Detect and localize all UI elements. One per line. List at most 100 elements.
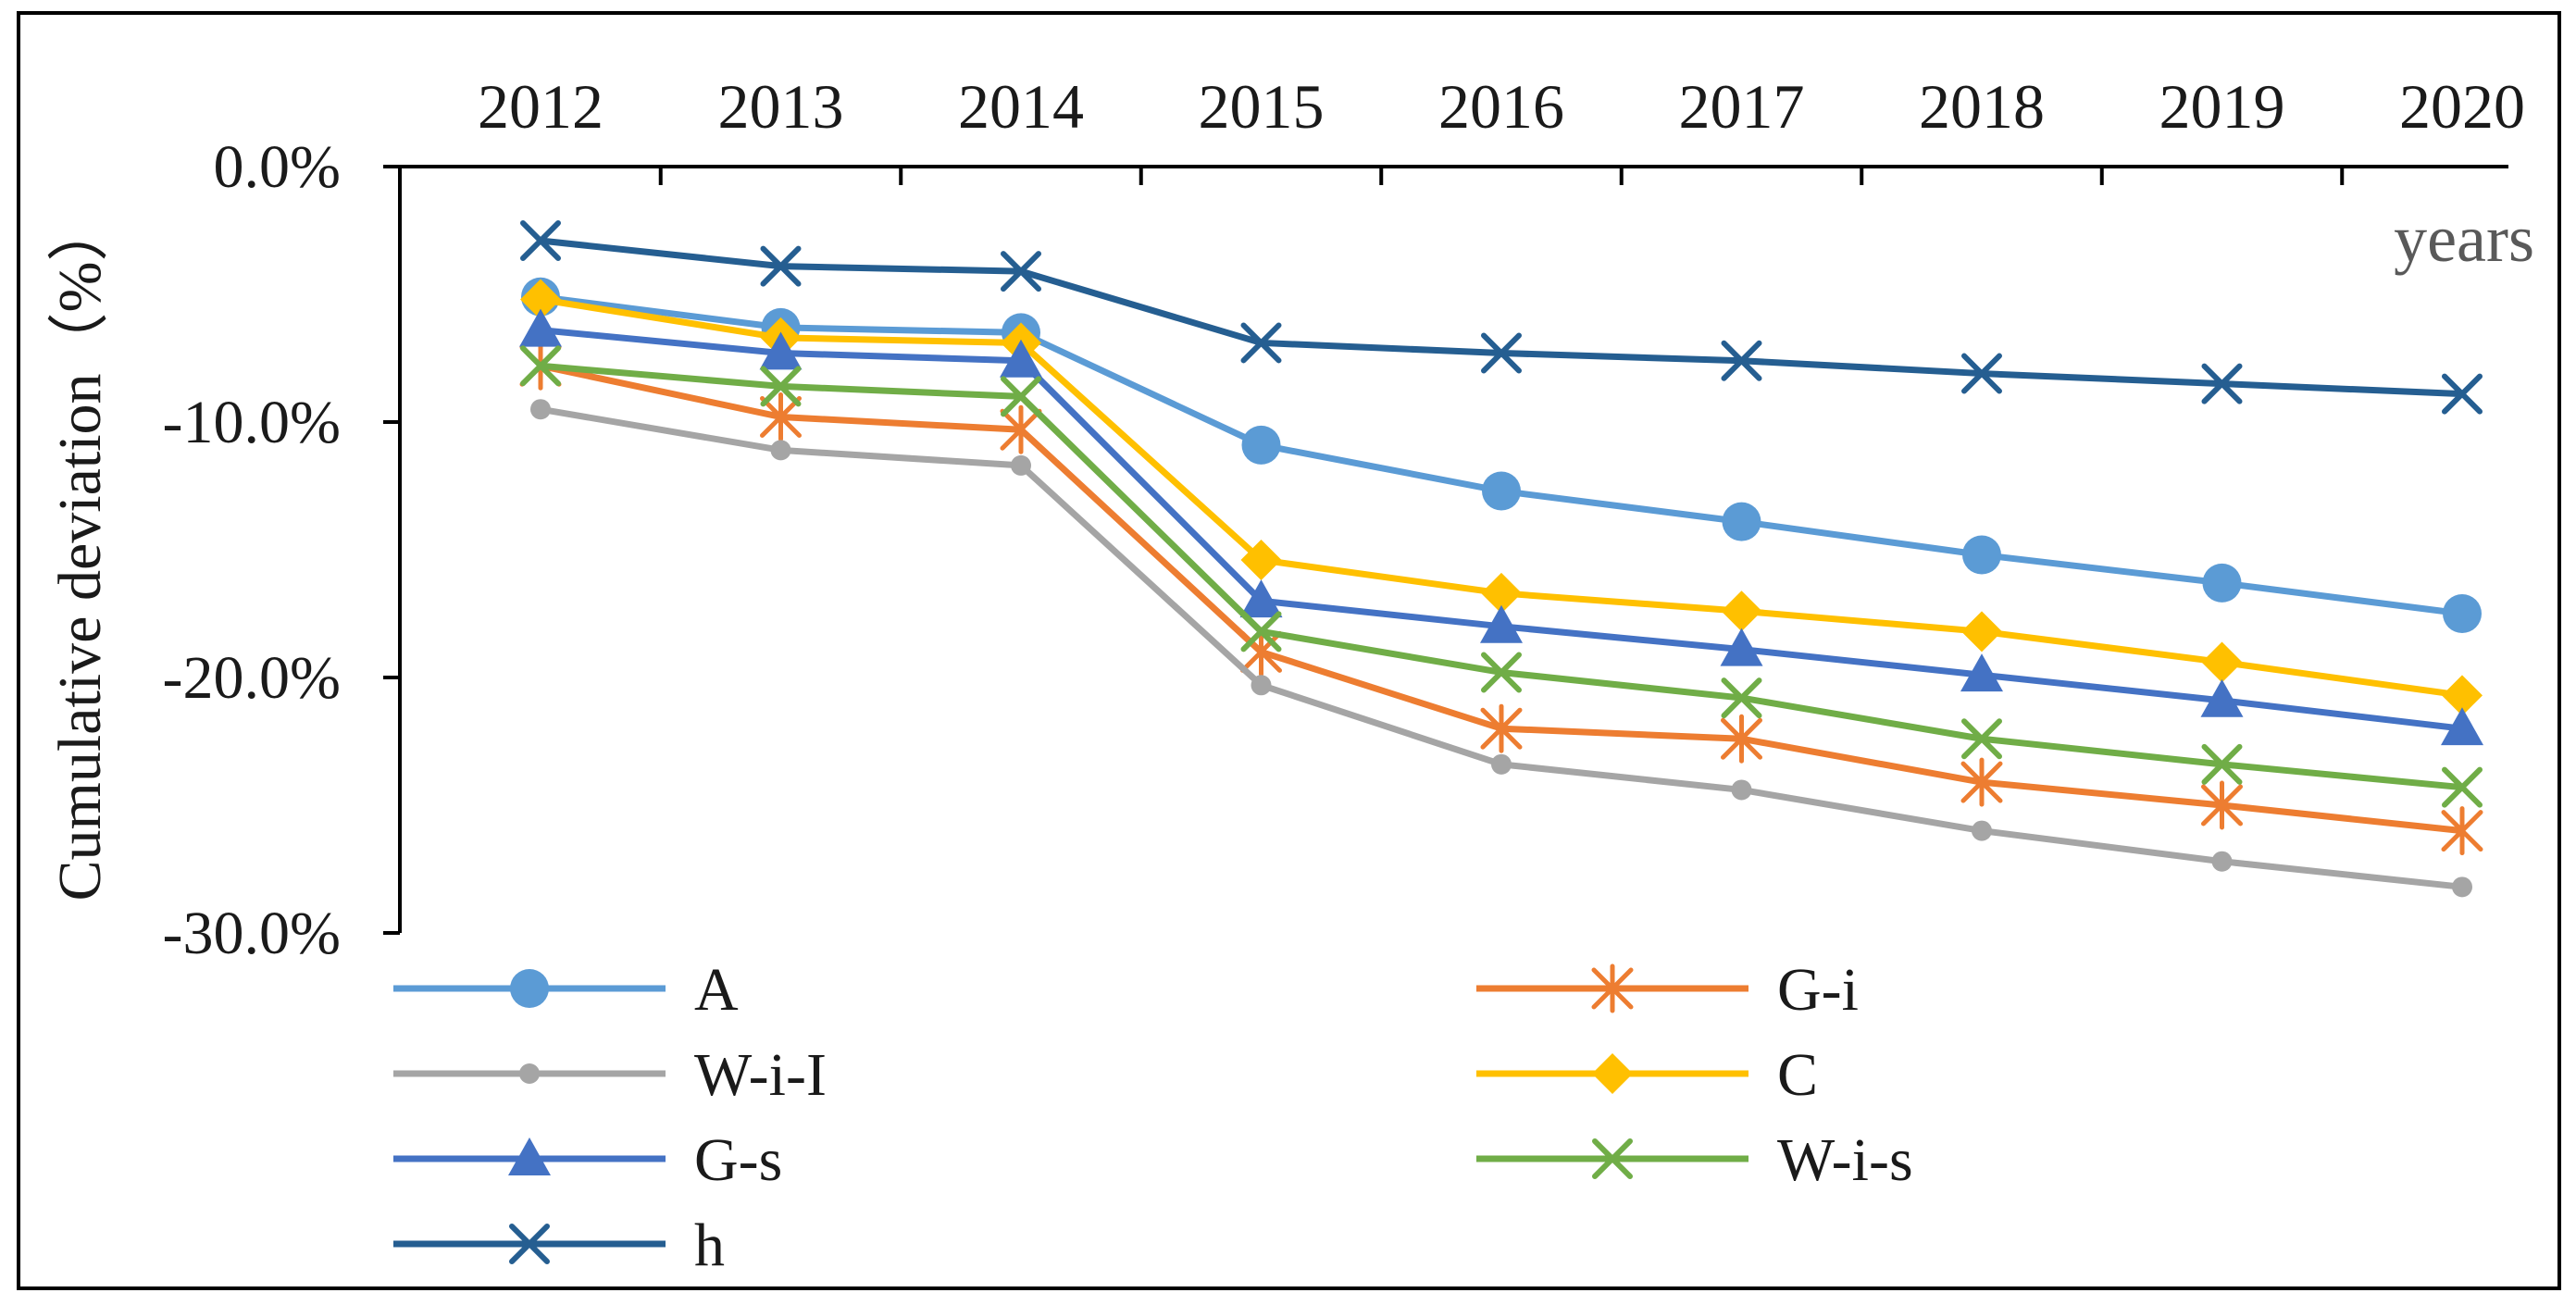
legend: A G-i W-i-I C G-s W-i-s h [393, 956, 1913, 1279]
y-tick-labels: 0.0% -10.0% -20.0% -30.0% [163, 133, 341, 967]
legend-label-c: C [1777, 1041, 1818, 1109]
y-ticks [383, 165, 400, 935]
point-h-2020 [2442, 373, 2483, 415]
point-g-i-2016 [1480, 703, 1523, 753]
point-g-s-2014 [1000, 339, 1042, 378]
point-a-2019 [2202, 563, 2242, 603]
point-h-2012 [520, 220, 561, 262]
series-w-i-i [530, 399, 2472, 898]
legend-marker-c [1592, 1053, 1633, 1094]
point-w-i-i-2014 [1011, 454, 1031, 476]
point-w-i-s-2019 [2201, 743, 2243, 785]
point-c-2012 [520, 279, 561, 320]
point-g-s-2016 [1480, 604, 1523, 643]
series-h [520, 220, 2483, 415]
y-axis-label: Cumulative deviation（%） [46, 200, 114, 901]
point-h-2015 [1240, 322, 1282, 364]
x-axis-label: years [2394, 202, 2534, 276]
point-h-2019 [2201, 363, 2243, 404]
point-c-2017 [1721, 590, 1762, 632]
legend-label-h: h [694, 1212, 725, 1279]
point-w-i-i-2017 [1731, 779, 1752, 801]
point-g-s-2015 [1239, 579, 1283, 618]
point-w-i-i-2015 [1251, 675, 1272, 696]
legend-label-w-i-s: W-i-s [1777, 1126, 1913, 1194]
point-g-i-2017 [1721, 714, 1762, 764]
y-tick-label-3: -30.0% [163, 900, 341, 967]
legend-label-g-i: G-i [1777, 956, 1859, 1024]
legend-item-a: A [393, 956, 739, 1024]
legend-label-g-s: G-s [694, 1126, 782, 1194]
point-c-2020 [2442, 675, 2483, 716]
legend-label-a: A [694, 956, 739, 1024]
series-g-s [519, 308, 2483, 746]
point-a-2018 [1962, 535, 2001, 575]
point-w-i-i-2016 [1491, 753, 1512, 775]
point-g-i-2015 [1240, 627, 1282, 677]
point-g-i-2020 [2441, 806, 2483, 856]
x-tick-label-2017: 2017 [1679, 71, 1805, 142]
legend-label-w-i-i: W-i-I [694, 1041, 827, 1109]
point-w-i-s-2020 [2442, 766, 2483, 808]
point-a-2017 [1722, 502, 1761, 541]
point-w-i-s-2018 [1961, 718, 2002, 760]
point-g-s-2019 [2200, 678, 2244, 717]
point-g-i-2013 [760, 392, 802, 441]
legend-marker-a [510, 969, 549, 1008]
legend-marker-w-i-i [519, 1063, 540, 1084]
point-h-2014 [1001, 251, 1041, 292]
legend-item-w-i-i: W-i-I [393, 1041, 827, 1109]
point-w-i-i-2012 [530, 399, 551, 420]
legend-item-w-i-s: W-i-s [1476, 1126, 1913, 1194]
x-tick-label-2012: 2012 [478, 71, 604, 142]
point-g-s-2017 [1720, 628, 1763, 666]
series-w-i-s [520, 345, 2483, 808]
y-tick-label-0: 0.0% [214, 133, 341, 201]
point-h-2013 [760, 245, 802, 287]
point-g-i-2018 [1960, 757, 2003, 807]
point-h-2016 [1481, 332, 1522, 374]
legend-marker-g-s [508, 1137, 551, 1175]
point-g-i-2019 [2201, 780, 2243, 830]
point-a-2016 [1482, 471, 1521, 511]
point-h-2017 [1721, 340, 1762, 381]
series-group [519, 220, 2483, 898]
point-h-2018 [1961, 353, 2002, 394]
point-w-i-i-2018 [1972, 820, 1992, 841]
point-w-i-s-2016 [1481, 652, 1522, 693]
x-ticks [658, 167, 2345, 185]
point-w-i-i-2019 [2211, 851, 2233, 872]
series-a [521, 277, 2482, 633]
point-w-i-s-2012 [520, 345, 561, 387]
legend-marker-g-i [1591, 963, 1634, 1013]
point-g-s-2013 [759, 331, 803, 370]
point-w-i-s-2013 [760, 366, 802, 407]
x-tick-label-2013: 2013 [718, 71, 844, 142]
legend-item-h: h [393, 1212, 725, 1279]
x-tick-label-2019: 2019 [2159, 71, 2285, 142]
point-w-i-i-2020 [2452, 876, 2472, 898]
x-tick-label-2020: 2020 [2399, 71, 2525, 142]
legend-item-g-i: G-i [1476, 956, 1859, 1024]
point-w-i-s-2015 [1240, 611, 1282, 652]
legend-marker-h [509, 1224, 550, 1264]
y-tick-label-2: -20.0% [163, 644, 341, 712]
point-w-i-i-2013 [770, 440, 791, 461]
point-g-s-2018 [1960, 653, 2003, 692]
point-c-2015 [1240, 540, 1282, 581]
point-c-2016 [1481, 572, 1522, 614]
legend-marker-w-i-s [1592, 1138, 1633, 1179]
legend-item-g-s: G-s [393, 1126, 782, 1194]
legend-item-c: C [1476, 1041, 1818, 1109]
point-a-2020 [2443, 594, 2482, 633]
x-tick-label-2014: 2014 [958, 71, 1084, 142]
point-g-s-2020 [2441, 707, 2483, 746]
x-tick-labels: 2012 2013 2014 2015 2016 2017 2018 2019 2020 [478, 71, 2525, 142]
y-tick-label-1: -10.0% [163, 389, 341, 456]
point-c-2019 [2201, 641, 2243, 683]
point-a-2015 [1241, 425, 1281, 465]
point-w-i-s-2017 [1721, 677, 1762, 719]
x-tick-label-2016: 2016 [1438, 71, 1564, 142]
